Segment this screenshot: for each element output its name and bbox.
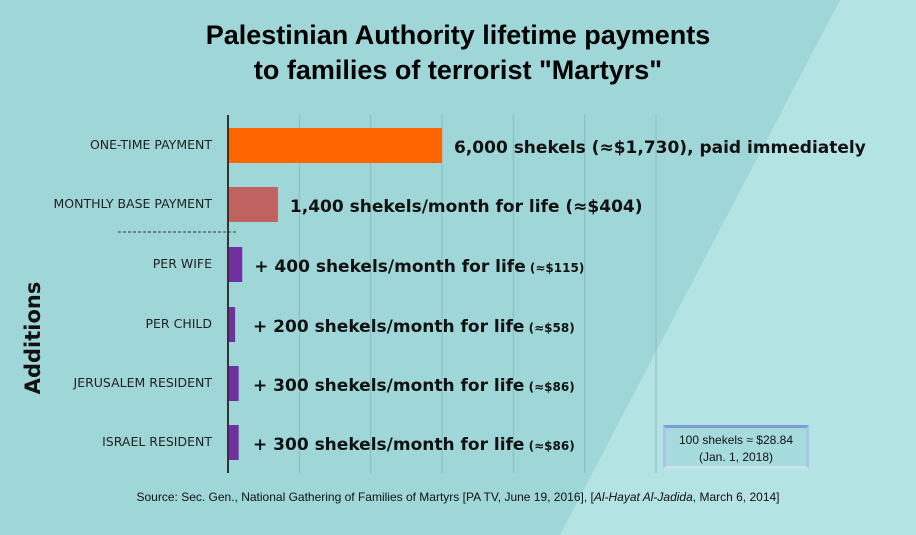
data-label-usd: (≈$115) xyxy=(526,261,585,275)
source-italic: Al-Hayat Al-Jadida xyxy=(593,490,693,504)
data-label: 1,400 shekels/month for life (≈$404) xyxy=(290,197,643,217)
category-label: PER CHILD xyxy=(146,316,213,331)
data-label-main: + 300 shekels/month for life xyxy=(253,435,524,455)
source-prefix: Source: Sec. Gen., National Gathering of… xyxy=(136,490,594,504)
bar xyxy=(228,425,239,460)
category-label: JERUSALEM RESIDENT xyxy=(73,375,213,390)
data-label: + 400 shekels/month for life (≈$115) xyxy=(254,257,584,277)
data-label-main: + 400 shekels/month for life xyxy=(254,257,525,277)
exchange-rate-note: 100 shekels ≈ $28.84 (Jan. 1, 2018) xyxy=(663,425,809,469)
data-label: + 300 shekels/month for life (≈$86) xyxy=(253,376,575,396)
chart-title-line-2: to families of terrorist "Martyrs" xyxy=(253,55,663,85)
y-axis-label: Additions xyxy=(21,282,45,395)
source-citation: Source: Sec. Gen., National Gathering of… xyxy=(0,490,916,504)
bar xyxy=(228,128,442,163)
data-label-main: 6,000 shekels (≈$1,730), paid immediatel… xyxy=(454,138,866,158)
category-label: MONTHLY BASE PAYMENT xyxy=(54,196,213,211)
data-label: + 200 shekels/month for life (≈$58) xyxy=(253,317,575,337)
bar xyxy=(228,187,278,222)
category-label: ISRAEL RESIDENT xyxy=(102,434,212,449)
category-label: PER WIFE xyxy=(153,256,212,271)
data-label-main: 1,400 shekels/month for life (≈$404) xyxy=(290,197,643,217)
data-label-main: + 300 shekels/month for life xyxy=(253,376,524,396)
bar xyxy=(228,366,239,401)
data-label-usd: (≈$86) xyxy=(524,439,574,453)
note-line-1: 100 shekels ≈ $28.84 xyxy=(679,433,793,447)
chart-title-line-1: Palestinian Authority lifetime payments xyxy=(205,20,711,50)
bar xyxy=(228,307,236,342)
note-line-2: (Jan. 1, 2018) xyxy=(698,450,774,464)
data-label: + 300 shekels/month for life (≈$86) xyxy=(253,435,575,455)
bar xyxy=(228,247,243,282)
category-label: ONE-TIME PAYMENT xyxy=(90,137,212,152)
data-label-main: + 200 shekels/month for life xyxy=(253,317,524,337)
data-label-usd: (≈$86) xyxy=(524,380,574,394)
data-label-usd: (≈$58) xyxy=(524,321,574,335)
source-suffix: , March 6, 2014] xyxy=(692,490,780,504)
data-label: 6,000 shekels (≈$1,730), paid immediatel… xyxy=(454,138,866,158)
